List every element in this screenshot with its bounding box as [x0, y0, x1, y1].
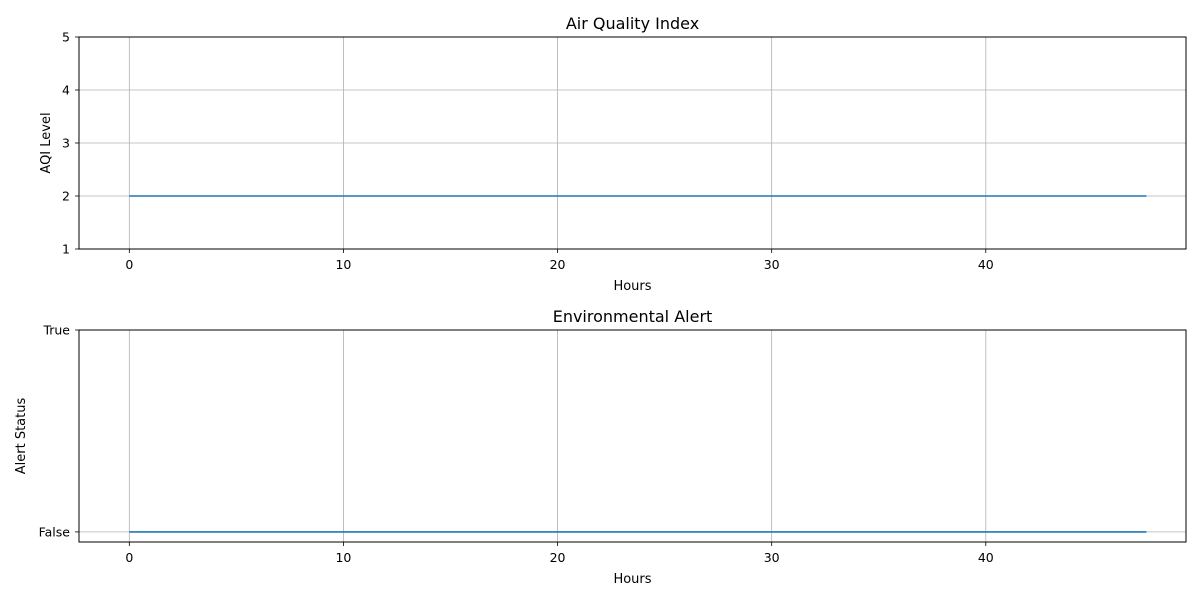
aqi-chart-title: Air Quality Index — [566, 14, 699, 33]
aqi-y-axis-label: AQI Level — [39, 112, 54, 173]
alert-x-tick-label: 40 — [978, 550, 994, 565]
alert-x-tick-label: 20 — [550, 550, 566, 565]
alert-y-tick-label: True — [42, 323, 70, 338]
aqi-x-tick-label: 20 — [550, 257, 566, 272]
aqi-y-tick-label: 2 — [62, 189, 70, 204]
alert-y-tick-label: False — [39, 524, 71, 539]
alert-y-ticks: False True — [39, 323, 79, 539]
alert-axes-frame — [78, 329, 1187, 543]
alert-x-tick-label: 0 — [125, 550, 133, 565]
alert-chart-title: Environmental Alert — [553, 307, 713, 326]
aqi-x-tick-label: 10 — [335, 257, 351, 272]
aqi-x-tick-label: 0 — [125, 257, 133, 272]
alert-x-ticks: 0 10 20 30 40 — [125, 542, 994, 565]
alert-x-axis-label: Hours — [613, 572, 651, 587]
aqi-x-tick-label: 40 — [978, 257, 994, 272]
aqi-y-tick-label: 5 — [62, 30, 70, 45]
aqi-x-tick-label: 30 — [764, 257, 780, 272]
aqi-y-tick-label: 3 — [62, 136, 70, 151]
aqi-y-ticks: 1 2 3 4 5 — [62, 30, 79, 257]
aqi-x-ticks: 0 10 20 30 40 — [125, 249, 994, 272]
aqi-y-tick-label: 4 — [62, 83, 70, 98]
aqi-x-axis-label: Hours — [613, 279, 651, 294]
alert-x-tick-label: 10 — [335, 550, 351, 565]
alert-y-axis-label: Alert Status — [14, 398, 29, 475]
aqi-y-tick-label: 1 — [62, 242, 70, 257]
alert-x-tick-label: 30 — [764, 550, 780, 565]
